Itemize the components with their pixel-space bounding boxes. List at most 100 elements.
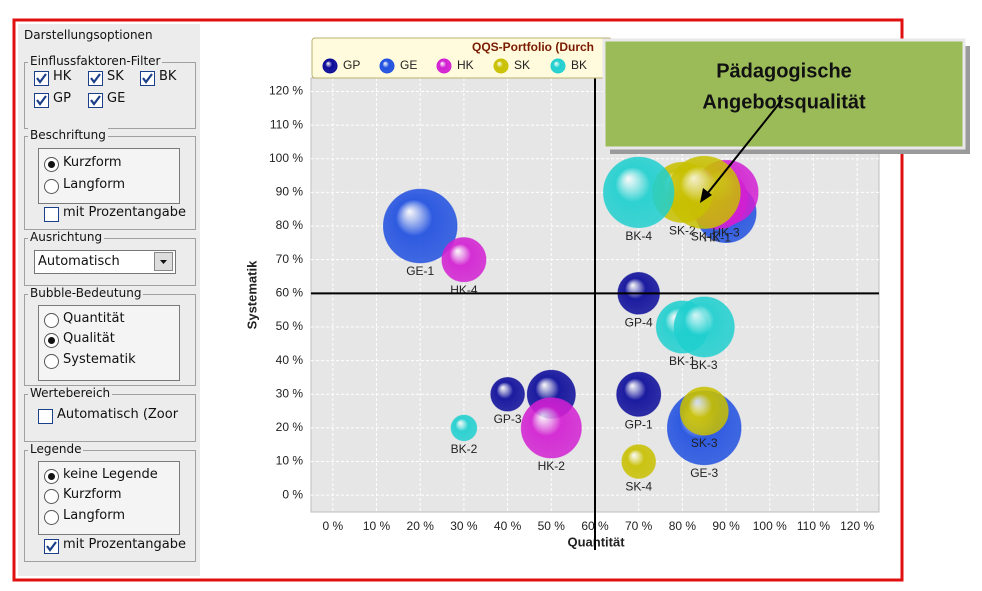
- legend-marker: [436, 58, 452, 74]
- radio-label[interactable]: Quantität: [63, 311, 125, 326]
- radio-label[interactable]: Langform: [63, 508, 126, 523]
- dropdown[interactable]: Automatisch: [34, 250, 176, 274]
- x-axis-title: Quantität: [567, 534, 625, 549]
- bubble: [679, 386, 729, 436]
- radio-label[interactable]: keine Legende: [63, 467, 158, 482]
- y-tick-label: 90 %: [276, 185, 304, 199]
- bubble: [450, 414, 478, 442]
- group-title: Wertebereich: [28, 386, 113, 400]
- y-tick-label: 20 %: [276, 420, 304, 434]
- legend-label: GP: [343, 58, 360, 72]
- radio-label[interactable]: Systematik: [63, 352, 136, 367]
- bubble-label: SK-3: [691, 436, 718, 450]
- checkbox-label[interactable]: GP: [53, 91, 71, 106]
- checkbox-label[interactable]: SK: [107, 69, 124, 84]
- bubble: [673, 296, 735, 358]
- y-tick-label: 100 %: [269, 151, 303, 165]
- y-tick-label: 60 %: [276, 285, 304, 299]
- y-tick-label: 50 %: [276, 319, 304, 333]
- bubble-label: BK-3: [691, 358, 718, 372]
- checkbox[interactable]: [44, 539, 59, 554]
- y-tick-label: 70 %: [276, 252, 304, 266]
- checkbox[interactable]: [44, 207, 59, 222]
- y-tick-label: 110 %: [270, 117, 303, 131]
- callout-text: Pädagogische: [716, 60, 852, 82]
- radio-label[interactable]: Qualität: [63, 331, 115, 346]
- y-axis-title: Systematik: [244, 260, 259, 329]
- y-tick-label: 120 %: [269, 84, 303, 98]
- radio-dot[interactable]: [48, 337, 55, 344]
- legend-label: BK: [571, 58, 587, 72]
- checkbox-label[interactable]: GE: [107, 91, 126, 106]
- y-tick-label: 30 %: [276, 386, 304, 400]
- legend-marker: [550, 58, 566, 74]
- checkbox[interactable]: [38, 409, 53, 424]
- radio-button[interactable]: [44, 510, 59, 525]
- x-tick-label: 90 %: [712, 519, 740, 533]
- radio-button[interactable]: [44, 354, 59, 369]
- x-tick-label: 50 %: [538, 519, 566, 533]
- radio-label[interactable]: Langform: [63, 177, 126, 192]
- checkbox[interactable]: [88, 71, 103, 86]
- legend-marker: [322, 58, 338, 74]
- legend-marker: [379, 58, 395, 74]
- x-tick-label: 0 %: [323, 519, 344, 533]
- radio-button[interactable]: [44, 313, 59, 328]
- bubble-label: HK-2: [538, 459, 566, 473]
- y-tick-label: 10 %: [276, 454, 304, 468]
- bubble-label: GE-1: [406, 264, 434, 278]
- checkbox-label[interactable]: mit Prozentangabe: [63, 205, 186, 220]
- radio-label[interactable]: Kurzform: [63, 487, 122, 502]
- checkbox-label[interactable]: mit Prozentangabe: [63, 537, 186, 552]
- checkbox-label[interactable]: Automatisch (Zoor: [57, 407, 179, 422]
- bubble: [621, 444, 656, 479]
- dropdown-button[interactable]: [154, 252, 173, 271]
- x-tick-label: 70 %: [625, 519, 653, 533]
- checkbox[interactable]: [140, 71, 155, 86]
- bubble: [520, 397, 582, 459]
- checkbox[interactable]: [34, 93, 49, 108]
- bubble-label: GP-1: [625, 417, 653, 431]
- checkbox-label[interactable]: HK: [53, 69, 72, 84]
- options-panel: Darstellungsoptionen Einflussfaktoren-Fi…: [18, 24, 200, 576]
- group-title: Legende: [28, 442, 84, 456]
- x-tick-label: 40 %: [494, 519, 522, 533]
- x-tick-label: 10 %: [363, 519, 391, 533]
- bubble: [382, 188, 458, 264]
- bubble-label: BK-1: [669, 354, 696, 368]
- bubble-label: HK-4: [450, 283, 478, 297]
- legend-marker: [493, 58, 509, 74]
- x-tick-label: 100 %: [753, 519, 787, 533]
- checkbox-label[interactable]: BK: [159, 69, 177, 84]
- panel-title: Darstellungsoptionen: [24, 28, 153, 42]
- checkbox[interactable]: [88, 93, 103, 108]
- chart-title: QQS-Portfolio (Durch: [472, 40, 594, 54]
- bubble-label: GE-3: [690, 466, 718, 480]
- legend-label: SK: [514, 58, 530, 72]
- radio-dot[interactable]: [48, 473, 55, 480]
- y-tick-label: 0 %: [282, 487, 303, 501]
- x-tick-label: 20 %: [407, 519, 435, 533]
- radio-button[interactable]: [44, 179, 59, 194]
- group-title: Ausrichtung: [28, 230, 105, 244]
- bubble-label: GP-4: [625, 315, 653, 329]
- bubble: [616, 371, 662, 417]
- bubble-label: HK-3: [712, 226, 740, 240]
- legend-label: HK: [457, 58, 474, 72]
- radio-dot[interactable]: [48, 161, 55, 168]
- bubble: [441, 237, 487, 283]
- radio-button[interactable]: [44, 333, 59, 348]
- legend-label: GE: [400, 58, 417, 72]
- radio-button[interactable]: [44, 157, 59, 172]
- callout-arrow: [706, 99, 783, 195]
- group-box: [24, 238, 196, 286]
- radio-button[interactable]: [44, 469, 59, 484]
- callout-box: [602, 38, 966, 150]
- radio-label[interactable]: Kurzform: [63, 155, 122, 170]
- bubble-label: SK-2: [669, 224, 696, 238]
- checkbox[interactable]: [34, 71, 49, 86]
- x-tick-label: 80 %: [669, 519, 697, 533]
- radio-button[interactable]: [44, 489, 59, 504]
- group-title: Beschriftung: [28, 128, 108, 142]
